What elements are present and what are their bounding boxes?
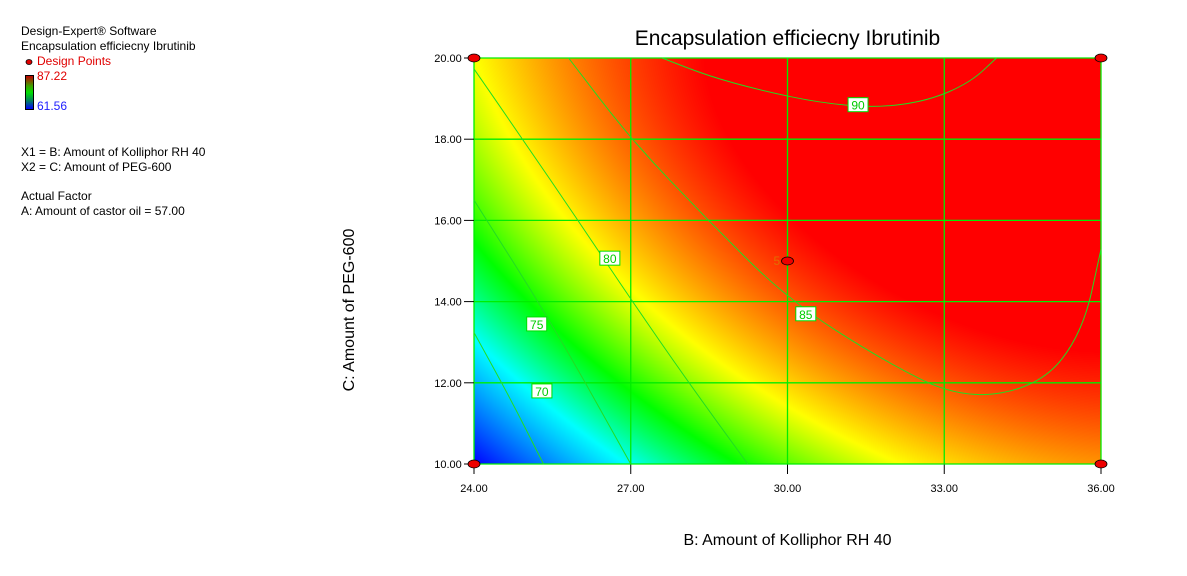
design-point-count: 5 <box>774 254 781 268</box>
contour-label-box-85 <box>795 306 817 322</box>
software-name: Design-Expert® Software <box>21 24 157 38</box>
contour-line-85 <box>568 57 1102 396</box>
scale-max: 87.22 <box>37 69 68 83</box>
actual-factor: A: Amount of castor oil = 57.00 <box>21 204 185 218</box>
contour-label-70: 70 <box>535 385 549 399</box>
x-tick-label: 36.00 <box>1087 483 1115 495</box>
x-axis-label: B: Amount of Kolliphor RH 40 <box>683 532 892 549</box>
design-point-legend-icon <box>25 59 33 65</box>
design-point <box>467 459 481 469</box>
contour-label-85: 85 <box>799 308 813 322</box>
y-tick-label: 10.00 <box>434 459 462 471</box>
y-tick-label: 18.00 <box>434 134 462 146</box>
y-axis-label: C: Amount of PEG-600 <box>341 228 358 392</box>
x2-definition: X2 = C: Amount of PEG-600 <box>21 160 172 174</box>
design-point <box>1094 53 1108 63</box>
x1-definition: X1 = B: Amount of Kolliphor RH 40 <box>21 145 206 159</box>
contour-label-box-90 <box>847 97 869 113</box>
color-scale-bar <box>25 75 34 110</box>
design-point <box>1094 459 1108 469</box>
contour-label-75: 75 <box>530 318 544 332</box>
response-name: Encapsulation efficiecny Ibrutinib <box>21 39 196 53</box>
design-points-legend: Design Points <box>37 54 112 68</box>
contour-line-75 <box>473 199 632 465</box>
design-point <box>781 256 794 266</box>
contour-label-80: 80 <box>603 252 617 266</box>
contour-label-box-80 <box>599 250 621 266</box>
contour-line-80 <box>473 68 749 465</box>
contour-label-90: 90 <box>851 99 865 113</box>
contour-label-box-75 <box>526 316 548 332</box>
x-tick-label: 24.00 <box>460 483 488 495</box>
contour-label-box-70 <box>531 383 553 399</box>
y-tick-label: 14.00 <box>434 297 462 309</box>
contour-line-90 <box>661 57 997 107</box>
x-tick-label: 27.00 <box>617 483 645 495</box>
y-tick-label: 12.00 <box>434 378 462 390</box>
x-tick-label: 30.00 <box>774 483 802 495</box>
x-tick-label: 33.00 <box>930 483 958 495</box>
actual-factor-heading: Actual Factor <box>21 189 92 203</box>
y-tick-label: 20.00 <box>434 53 462 65</box>
scale-min: 61.56 <box>37 99 68 113</box>
chart-title: Encapsulation efficiecny Ibrutinib <box>634 27 941 50</box>
y-tick-label: 16.00 <box>434 215 462 227</box>
design-point <box>467 53 481 63</box>
contour-line-70 <box>473 332 544 465</box>
